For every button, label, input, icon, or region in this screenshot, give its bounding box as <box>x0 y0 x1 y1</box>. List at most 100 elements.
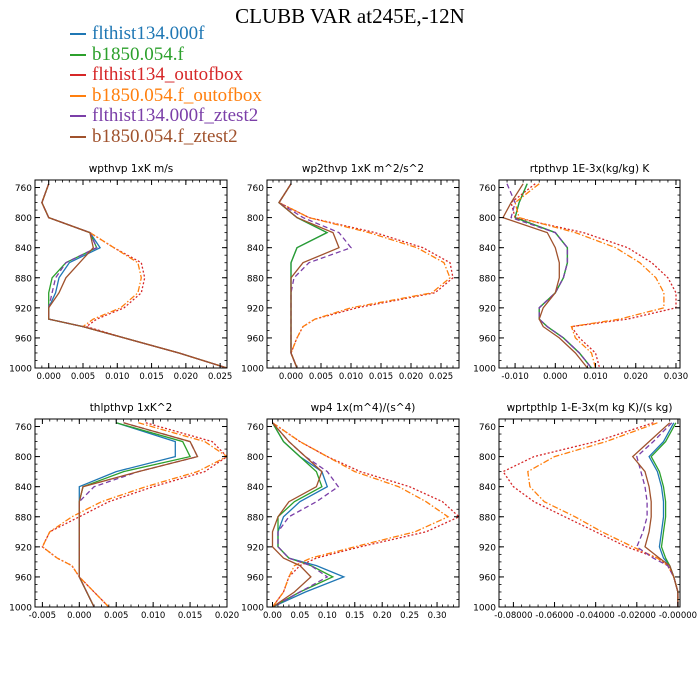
legend-label: flthist134_outofbox <box>92 64 243 86</box>
x-tick-label: 0.020 <box>174 372 198 382</box>
x-tick-label: 0.000 <box>37 372 61 382</box>
y-tick-label: 840 <box>15 244 32 254</box>
y-tick-label: 960 <box>15 334 32 344</box>
series-line <box>271 422 335 607</box>
y-tick-label: 880 <box>247 513 264 523</box>
y-tick-label: 960 <box>479 334 496 344</box>
series-group <box>502 422 679 607</box>
y-tick-label: 800 <box>15 453 32 463</box>
y-tick-label: 1000 <box>473 604 496 614</box>
y-tick-label: 1000 <box>9 365 32 375</box>
y-tick-label: 840 <box>247 244 264 254</box>
series-line <box>271 422 450 607</box>
plot-frame <box>266 418 460 608</box>
y-tick-label: 840 <box>15 483 32 493</box>
series-line <box>506 183 593 368</box>
legend-item: flthist134.000f <box>70 24 262 45</box>
y-tick-label: 920 <box>15 543 32 553</box>
y-tick-label: 1000 <box>473 365 496 375</box>
y-tick-label: 800 <box>479 453 496 463</box>
plot-frame <box>34 418 228 608</box>
y-tick-label: 960 <box>479 573 496 583</box>
x-tick-label: 0.015 <box>139 372 163 382</box>
y-tick-label: 960 <box>247 334 264 344</box>
legend-label: flthist134.000f_ztest2 <box>92 105 259 127</box>
plot-frame <box>498 179 681 369</box>
chart-panel: thlpthvp 1xK^2 760 800 840 880 920 960 1000-0.0… <box>9 402 239 621</box>
chart-title: thlpthvp 1xK^2 <box>90 402 173 414</box>
legend-swatch <box>70 115 86 118</box>
chart-title: rtpthvp 1E-3x(kg/kg) K <box>530 163 651 175</box>
x-tick-label: -0.08000 <box>494 611 532 621</box>
chart-title: wpthvp 1xK m/s <box>89 163 174 175</box>
series-line <box>648 422 679 607</box>
y-tick-label: 840 <box>479 483 496 493</box>
legend-item: b1850.054.f <box>70 43 262 66</box>
x-tick-label: 0.010 <box>583 372 607 382</box>
chart-title: wp4 1x(m^4)/(s^4) <box>311 402 416 414</box>
series-line <box>278 183 451 368</box>
y-tick-label: 800 <box>247 214 264 224</box>
x-tick-label: 0.020 <box>624 372 648 382</box>
y-tick-label: 1000 <box>241 365 264 375</box>
y-tick-label: 760 <box>247 184 264 194</box>
legend-label: b1850.054.f_ztest2 <box>92 125 238 147</box>
series-group <box>41 422 227 607</box>
series-line <box>78 422 199 607</box>
y-tick-label: 840 <box>479 244 496 254</box>
x-tick-label: 0.010 <box>141 611 165 621</box>
x-tick-label: -0.010 <box>501 372 528 382</box>
legend-label: b1850.054.f <box>92 43 184 65</box>
x-tick-label: 0.000 <box>543 372 567 382</box>
series-line <box>514 183 593 368</box>
series-line <box>278 183 329 368</box>
legend-item: b1850.054.f_ztest2 <box>70 125 262 148</box>
legend-label: flthist134.000f <box>92 23 205 45</box>
series-group <box>502 183 677 368</box>
x-tick-label: 0.15 <box>345 611 364 621</box>
y-tick-label: 880 <box>15 513 32 523</box>
y-tick-label: 920 <box>479 304 496 314</box>
x-tick-label: -0.06000 <box>535 611 573 621</box>
y-tick-label: 960 <box>247 573 264 583</box>
y-tick-label: 800 <box>479 214 496 224</box>
legend-item: flthist134.000f_ztest2 <box>70 106 262 127</box>
figure-title: CLUBB VAR at245E,-12N <box>235 4 465 28</box>
x-tick-label: 0.20 <box>373 611 392 621</box>
x-tick-label: 0.020 <box>399 372 423 382</box>
x-tick-label: 0.010 <box>105 372 129 382</box>
legend-item: b1850.054.f_outofbox <box>70 84 262 107</box>
legend-swatch <box>70 94 86 97</box>
x-tick-label: 0.025 <box>208 372 232 382</box>
chart-panel: wp4 1x(m^4)/(s^4)76080084088092096010000… <box>241 402 460 621</box>
y-tick-label: 760 <box>247 423 264 433</box>
series-line <box>78 422 192 607</box>
series-line <box>502 183 589 368</box>
series-line <box>271 422 459 607</box>
plot-frame <box>498 418 681 608</box>
x-tick-label: -0.005 <box>29 611 56 621</box>
series-group <box>278 183 454 368</box>
legend-swatch <box>70 53 86 56</box>
series-line <box>514 183 593 368</box>
x-tick-label: 0.020 <box>215 611 239 621</box>
x-tick-label: 0.30 <box>428 611 447 621</box>
y-tick-label: 840 <box>247 483 264 493</box>
chart-title: wp2thvp 1xK m^2/s^2 <box>302 163 424 175</box>
y-tick-label: 920 <box>247 543 264 553</box>
x-tick-label: 0.005 <box>71 372 95 382</box>
chart-title: wprtpthlp 1-E-3x(m kg K)/(s kg) <box>507 402 673 414</box>
y-tick-label: 760 <box>479 423 496 433</box>
series-line <box>510 183 677 368</box>
y-tick-label: 760 <box>479 184 496 194</box>
x-tick-label: 0.005 <box>309 372 333 382</box>
series-group <box>271 422 459 607</box>
y-tick-label: 1000 <box>241 604 264 614</box>
y-tick-label: 880 <box>479 513 496 523</box>
x-tick-label: 0.015 <box>369 372 393 382</box>
x-tick-label: 0.015 <box>178 611 202 621</box>
legend-label: b1850.054.f_outofbox <box>92 84 262 106</box>
x-tick-label: 0.025 <box>429 372 453 382</box>
chart-panel: wpthvp 1xK m/s 760 800 840 880 920 960 1000 0.00… <box>9 163 232 382</box>
